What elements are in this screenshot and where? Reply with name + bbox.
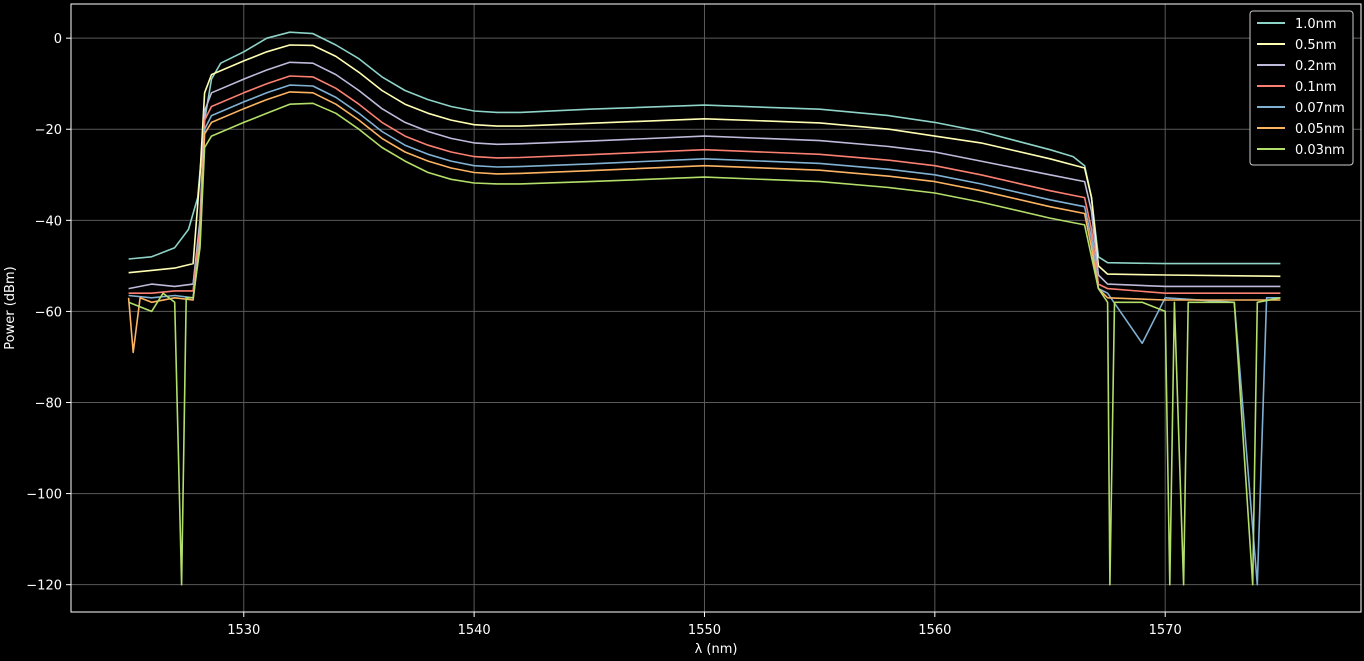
series-line-0_2nm	[128, 61, 1281, 290]
plot-frame	[70, 3, 1362, 613]
legend-label: 0.03nm	[1295, 143, 1345, 158]
y-tick-label: −20	[35, 123, 62, 138]
series-lines	[127, 31, 1281, 586]
legend-label: 0.05nm	[1295, 122, 1345, 137]
legend-box	[1249, 10, 1354, 166]
y-tick-label: −40	[35, 214, 62, 229]
series-line-0_07nm	[128, 84, 1281, 586]
y-tick-label: −100	[26, 488, 62, 503]
y-tick-label: −120	[26, 579, 62, 594]
y-axis-label: Power (dBm)	[3, 266, 18, 349]
legend-label: 0.1nm	[1295, 80, 1337, 95]
x-tick-label: 1530	[227, 623, 260, 638]
x-axis-label: λ (nm)	[695, 642, 738, 657]
x-tick-label: 1540	[458, 623, 491, 638]
series-line-0_5nm	[128, 44, 1281, 278]
y-tick-label: 0	[54, 32, 62, 47]
legend-label: 0.5nm	[1295, 38, 1337, 53]
legend-label: 0.2nm	[1295, 59, 1337, 74]
x-tick-label: 1550	[688, 623, 721, 638]
x-tick-label: 1570	[1149, 623, 1182, 638]
y-tick-label: −60	[35, 305, 62, 320]
series-line-0_03nm	[128, 102, 1281, 586]
x-tick-label: 1560	[918, 623, 951, 638]
series-line-0_1nm	[128, 75, 1281, 294]
legend-label: 1.0nm	[1295, 17, 1337, 32]
series-line-1_0nm	[128, 31, 1281, 265]
legend: 1.0nm 0.5nm 0.2nm 0.1nm 0.07nm 0.05nm 0.03nm	[1249, 10, 1354, 166]
y-tick-label: −80	[35, 397, 62, 412]
legend-label: 0.07nm	[1295, 101, 1345, 116]
axis-ticks: 1530 1540 1550 1560 1570 0 −20 −40 −60 −80 −100 −12…	[26, 32, 1181, 638]
